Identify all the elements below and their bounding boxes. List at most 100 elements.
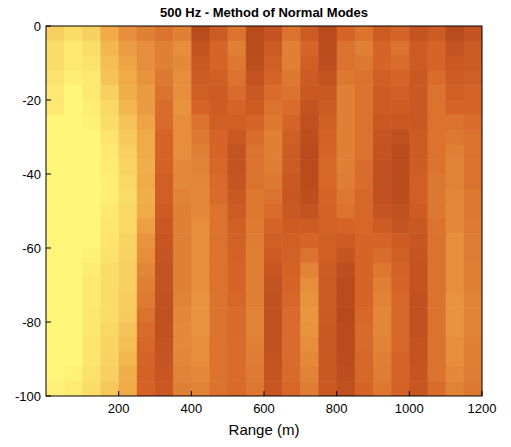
- heat-cell: [464, 307, 482, 322]
- heat-cell: [173, 174, 192, 189]
- heat-cell: [82, 337, 101, 352]
- heat-cell: [101, 115, 120, 130]
- heat-cell: [119, 56, 138, 71]
- heat-cell: [264, 115, 283, 130]
- heat-cell: [373, 322, 392, 337]
- heat-cell: [228, 204, 247, 219]
- heat-cell: [101, 159, 120, 174]
- heat-cell: [264, 100, 283, 115]
- heat-cell: [319, 100, 338, 115]
- heat-cell: [155, 100, 174, 115]
- heat-cell: [282, 174, 301, 189]
- heat-cell: [191, 85, 210, 100]
- heat-cell: [282, 41, 301, 56]
- heat-cell: [173, 85, 192, 100]
- heat-cell: [446, 322, 465, 337]
- heat-cell: [119, 337, 138, 352]
- heat-cell: [391, 233, 410, 248]
- heat-cell: [246, 100, 265, 115]
- heat-cell: [155, 56, 174, 71]
- heat-cell: [409, 307, 428, 322]
- heat-cell: [264, 366, 283, 381]
- heat-cell: [319, 174, 338, 189]
- heat-cell: [264, 322, 283, 337]
- heat-cell: [300, 278, 319, 293]
- heat-cell: [391, 41, 410, 56]
- heat-cell: [282, 218, 301, 233]
- heat-cell: [337, 307, 356, 322]
- heat-cell: [373, 159, 392, 174]
- heat-cell: [119, 233, 138, 248]
- heat-cell: [101, 337, 120, 352]
- heat-cell: [464, 85, 482, 100]
- heat-cell: [191, 307, 210, 322]
- heat-cell: [282, 70, 301, 85]
- heat-cell: [319, 41, 338, 56]
- x-tick: [482, 391, 483, 396]
- heat-cell: [300, 130, 319, 145]
- heat-cell: [82, 159, 101, 174]
- heat-cell: [464, 159, 482, 174]
- heat-cell: [119, 366, 138, 381]
- heat-cell: [264, 278, 283, 293]
- heat-cell: [191, 174, 210, 189]
- heat-cell: [282, 85, 301, 100]
- heat-cell: [246, 130, 265, 145]
- heat-cell: [228, 41, 247, 56]
- heat-cell: [409, 278, 428, 293]
- heat-cell: [82, 322, 101, 337]
- heat-cell: [246, 115, 265, 130]
- x-tick: [264, 391, 265, 396]
- heat-cell: [155, 144, 174, 159]
- heat-cell: [137, 85, 156, 100]
- heat-cell: [119, 278, 138, 293]
- heat-cell: [464, 322, 482, 337]
- heat-cell: [191, 189, 210, 204]
- heat-cell: [428, 85, 447, 100]
- heat-cell: [228, 307, 247, 322]
- heat-cell: [210, 366, 229, 381]
- heat-cell: [282, 352, 301, 367]
- heat-cell: [82, 100, 101, 115]
- heat-cell: [101, 100, 120, 115]
- heat-cell: [191, 352, 210, 367]
- heat-cell: [373, 130, 392, 145]
- heat-cell: [264, 263, 283, 278]
- heat-cell: [155, 263, 174, 278]
- heat-cell: [282, 204, 301, 219]
- plot-frame: [46, 26, 482, 396]
- heat-cell: [373, 337, 392, 352]
- heat-cell: [300, 381, 319, 396]
- heat-cell: [137, 292, 156, 307]
- heat-cell: [173, 366, 192, 381]
- heat-cell: [373, 307, 392, 322]
- heat-cell: [464, 56, 482, 71]
- heat-cell: [300, 144, 319, 159]
- heat-cell: [282, 130, 301, 145]
- heat-cell: [300, 115, 319, 130]
- heat-cell: [409, 292, 428, 307]
- heat-cell: [155, 307, 174, 322]
- heat-cell: [337, 174, 356, 189]
- heat-cell: [391, 56, 410, 71]
- heat-cell: [446, 263, 465, 278]
- heat-cell: [191, 278, 210, 293]
- heat-cell: [446, 189, 465, 204]
- heat-cell: [119, 85, 138, 100]
- heat-cell: [119, 130, 138, 145]
- y-tick-label: -80: [22, 315, 41, 330]
- heat-cell: [82, 189, 101, 204]
- heat-cell: [391, 218, 410, 233]
- heat-cell: [210, 263, 229, 278]
- heat-cell: [355, 41, 374, 56]
- heat-cell: [264, 70, 283, 85]
- heat-cell: [137, 233, 156, 248]
- heat-cell: [355, 352, 374, 367]
- heat-cell: [319, 85, 338, 100]
- heat-cell: [101, 322, 120, 337]
- heat-cell: [137, 381, 156, 396]
- heat-cell: [337, 189, 356, 204]
- heat-cell: [82, 26, 101, 41]
- heat-cell: [228, 56, 247, 71]
- heat-cell: [464, 144, 482, 159]
